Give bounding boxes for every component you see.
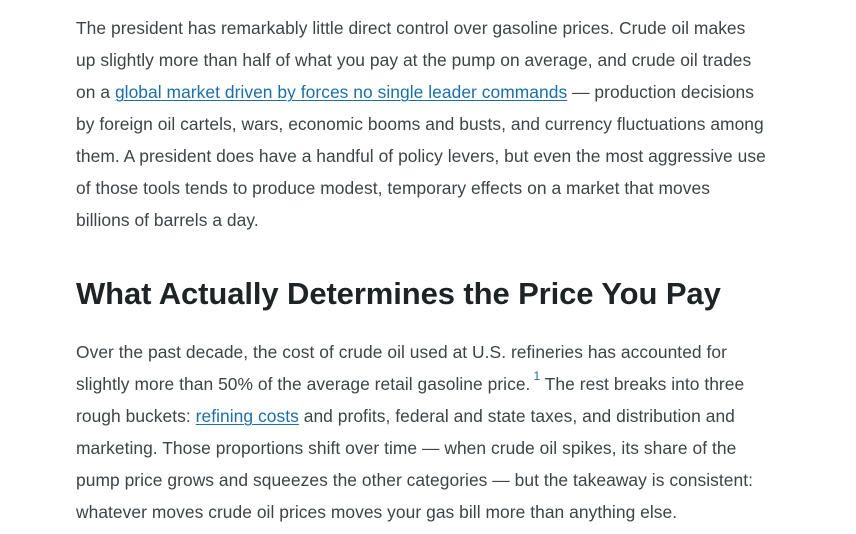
- intro-line-3: on a global market driven by forces no s…: [76, 76, 808, 108]
- intro-paragraph: The president has remarkably little dire…: [76, 12, 808, 236]
- intro-line-5: them. A president does have a handful of…: [76, 146, 766, 166]
- section-heading: What Actually Determines the Price You P…: [76, 276, 721, 311]
- section-paragraph: Over the past decade, the cost of crude …: [76, 336, 808, 528]
- global-market-link[interactable]: global market driven by forces no single…: [114, 82, 568, 102]
- section-line-3-before: rough buckets:: [76, 406, 196, 426]
- section-line-3: rough buckets: refining costs and profit…: [76, 400, 808, 432]
- intro-line-3-after: — production decisions: [567, 82, 754, 102]
- intro-line-7: billions of barrels a day.: [76, 210, 259, 230]
- intro-line-1: The president has remarkably little dire…: [76, 18, 746, 38]
- intro-line-2: up slightly more than half of what you p…: [76, 50, 752, 70]
- section-line-3-after: and profits, federal and state taxes, an…: [298, 406, 735, 426]
- section-line-5: pump price grows and squeezes the other …: [76, 470, 754, 490]
- intro-line-4: by foreign oil cartels, wars, economic b…: [76, 114, 764, 134]
- section-line-2-after: The rest breaks into three: [540, 374, 745, 394]
- footnote-marker[interactable]: 1: [533, 369, 540, 383]
- section-line-1: Over the past decade, the cost of crude …: [76, 342, 727, 362]
- intro-line-3-before: on a: [76, 82, 115, 102]
- section-line-6: whatever moves crude oil prices moves yo…: [76, 502, 678, 522]
- footnote-link[interactable]: 1: [533, 369, 541, 384]
- section-line-4: marketing. Those proportions shift over …: [76, 438, 737, 458]
- section-line-2-before: slightly more than 50% of the average re…: [76, 374, 531, 394]
- refining-costs-link[interactable]: refining costs: [195, 406, 299, 426]
- section-line-2: slightly more than 50% of the average re…: [76, 368, 808, 400]
- intro-line-6: of those tools tends to produce modest, …: [76, 178, 710, 198]
